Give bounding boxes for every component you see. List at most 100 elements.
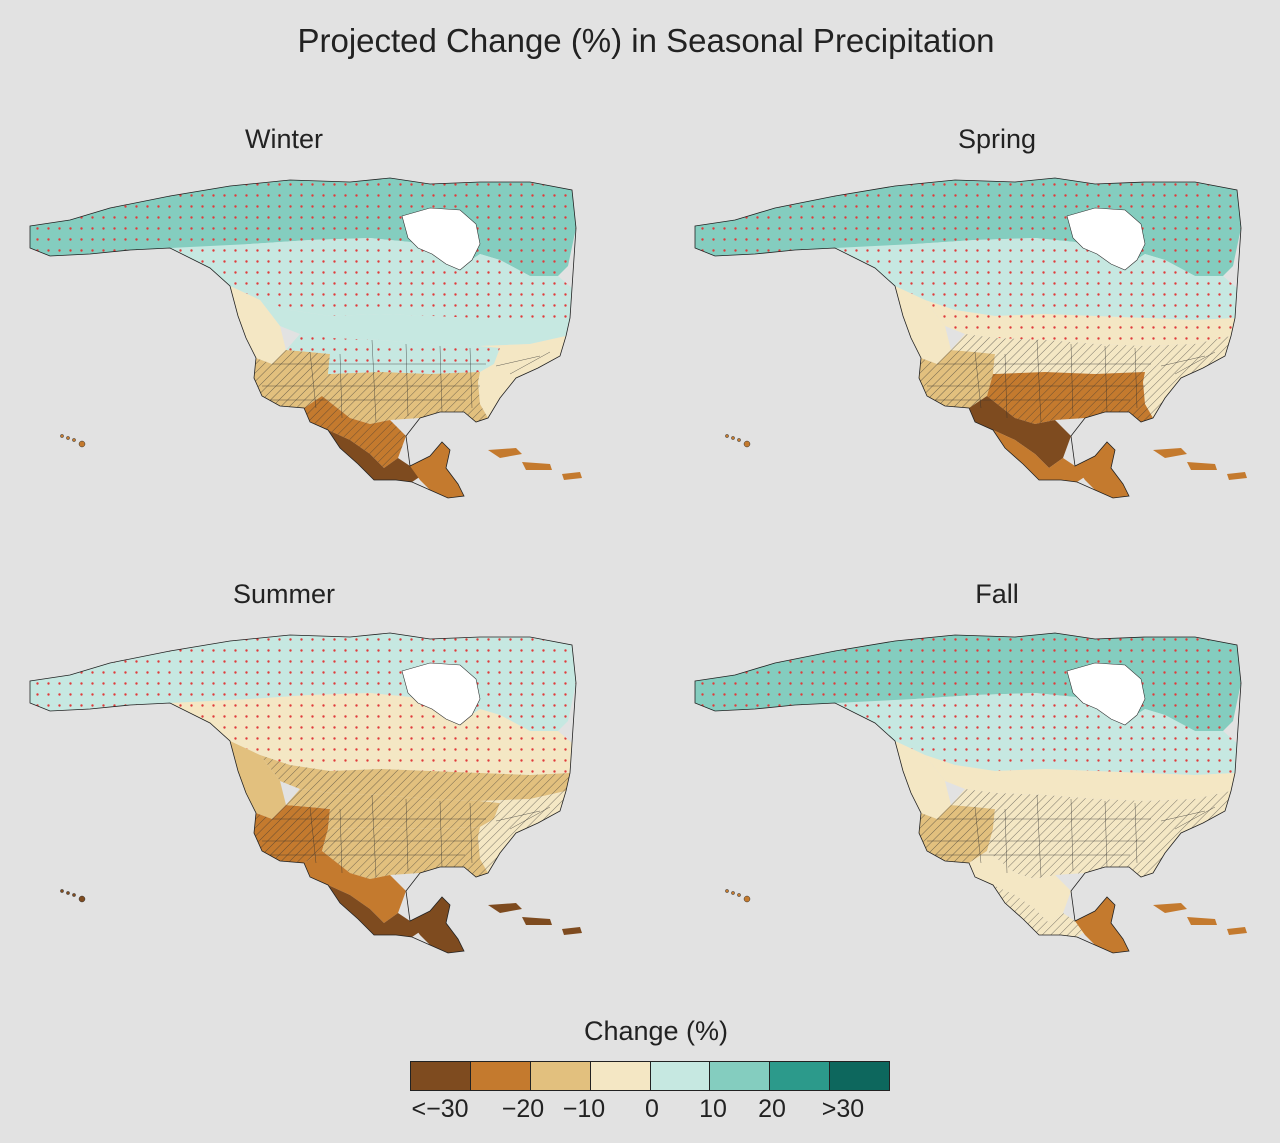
boundary-line xyxy=(1134,802,1138,864)
legend-tick: 10 xyxy=(699,1095,727,1123)
boundary-line xyxy=(405,343,409,417)
greenland-nodata xyxy=(401,662,481,726)
region-mexnorth xyxy=(969,396,1071,468)
panel-title-summer: Summer xyxy=(232,579,335,609)
region-caribbean xyxy=(488,903,582,935)
stipple-northcan xyxy=(835,238,1237,320)
boundary-line xyxy=(439,800,443,868)
boundary-line xyxy=(974,351,982,409)
stipple-canadasouth xyxy=(925,300,1235,346)
map-winter xyxy=(29,177,582,499)
coastline xyxy=(29,177,577,499)
map-summer xyxy=(29,632,582,954)
boundary-line xyxy=(309,351,317,409)
legend-tick: >30 xyxy=(821,1095,865,1123)
region-pacific xyxy=(230,286,286,364)
boundary-line xyxy=(974,806,982,864)
boundary-line xyxy=(1070,798,1074,872)
stipple-northcan xyxy=(170,238,572,320)
region-pacific xyxy=(230,741,286,819)
hawaii xyxy=(725,889,751,903)
legend-colorbar xyxy=(410,1061,890,1091)
coastline xyxy=(694,177,1242,499)
panel-title-fall: Fall xyxy=(975,579,1019,609)
map-title: Projected Change (%) in Seasonal Precipi… xyxy=(297,22,995,59)
hatch-southus xyxy=(987,372,1153,424)
stipple-northcan xyxy=(835,693,1237,775)
hatch-westus xyxy=(254,805,330,863)
boundary-line xyxy=(495,355,541,367)
map-fall xyxy=(694,632,1247,954)
boundary-line xyxy=(1174,806,1216,830)
boundary-line xyxy=(309,806,317,864)
region-mexnorth xyxy=(304,851,406,923)
boundary-line xyxy=(509,806,551,830)
boundary-line xyxy=(1070,343,1074,417)
boundary-line xyxy=(405,798,409,872)
legend-swatch xyxy=(470,1062,531,1090)
boundary-line xyxy=(439,345,443,413)
boundary-line xyxy=(1160,355,1206,367)
greenland-nodata xyxy=(1066,662,1146,726)
region-caribbean xyxy=(1153,448,1247,480)
legend-swatch xyxy=(710,1062,771,1090)
boundary-line xyxy=(1036,794,1042,878)
legend-tick: 0 xyxy=(645,1095,659,1123)
boundary-line xyxy=(371,339,377,423)
panel-title-spring: Spring xyxy=(957,124,1037,154)
map-spring xyxy=(694,177,1247,499)
legend-swatch xyxy=(830,1062,889,1090)
stipple-northcan xyxy=(170,693,572,775)
hatch-westus xyxy=(919,805,995,863)
hatch-westus xyxy=(919,350,995,408)
region-mexsouth xyxy=(328,430,424,482)
region-mexnorth xyxy=(969,851,1071,923)
boundary-line xyxy=(1104,800,1108,868)
panel-title-winter: Winter xyxy=(244,124,323,154)
boundary-line xyxy=(1160,810,1206,822)
panel-winter: Winter xyxy=(10,124,610,544)
legend-swatch xyxy=(770,1062,831,1090)
boundary-line xyxy=(371,794,377,878)
hawaii xyxy=(60,889,86,903)
region-mexsouth xyxy=(328,885,424,937)
region-central xyxy=(1075,897,1129,953)
boundary-line xyxy=(1174,351,1216,375)
boundary-line xyxy=(495,810,541,822)
boundary-line xyxy=(509,351,551,375)
coastline xyxy=(29,632,577,954)
boundary-line xyxy=(1134,347,1138,409)
boundary-line xyxy=(1036,339,1042,423)
greenland-nodata xyxy=(401,207,481,271)
panel-summer: Summer xyxy=(10,579,610,999)
coastline xyxy=(694,632,1242,954)
legend-swatch xyxy=(411,1062,471,1090)
hawaii xyxy=(60,434,86,448)
hatch-mexnorth xyxy=(304,396,406,468)
legend-swatch xyxy=(530,1062,591,1090)
greenland-nodata xyxy=(1066,207,1146,271)
hatch-canadasouth xyxy=(260,755,570,801)
legend-swatch xyxy=(590,1062,651,1090)
region-canadasouth xyxy=(260,300,570,346)
region-central xyxy=(410,897,464,953)
hatch-southus xyxy=(322,372,488,424)
hatch-southus xyxy=(322,827,488,879)
region-central xyxy=(1075,442,1129,498)
hatch-westus xyxy=(254,350,330,408)
hawaii xyxy=(725,434,751,448)
panel-fall: Fall xyxy=(675,579,1275,999)
legend-tick: <−30 xyxy=(411,1095,469,1123)
region-canadasouth xyxy=(925,755,1235,801)
legend-tick: 20 xyxy=(758,1095,786,1123)
boundary-line xyxy=(469,347,473,409)
region-caribbean xyxy=(488,448,582,480)
legend-swatch xyxy=(650,1062,711,1090)
region-mexsouth xyxy=(993,430,1089,482)
legend-tick: −20 xyxy=(501,1095,545,1123)
panel-spring: Spring xyxy=(675,124,1275,544)
hatch-southus xyxy=(987,827,1153,879)
region-pacific xyxy=(895,286,951,364)
region-caribbean xyxy=(1153,903,1247,935)
legend-title: Change (%) xyxy=(583,1016,729,1046)
